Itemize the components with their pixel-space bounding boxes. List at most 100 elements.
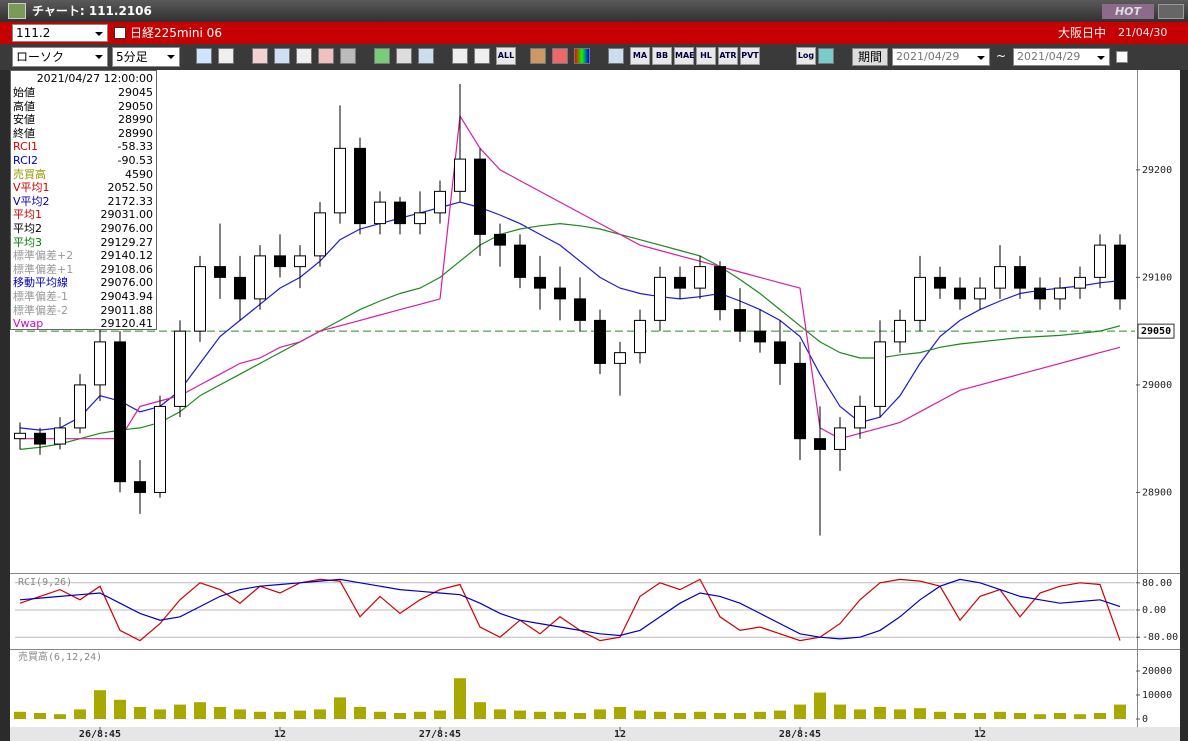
volume-bar: [534, 711, 546, 719]
indicator-button[interactable]: PVT: [740, 47, 760, 65]
volume-bar: [54, 714, 66, 719]
x-tick-label: 28/8:45: [779, 729, 821, 740]
candle-body: [974, 287, 986, 300]
chart-kind-combo[interactable]: ローソク: [12, 47, 108, 67]
tool-icon[interactable]: [252, 48, 268, 64]
info-row: 終値 28990: [13, 127, 153, 141]
info-value: 29120.41: [100, 317, 154, 331]
candle-body: [994, 266, 1006, 289]
info-value: -90.53: [117, 154, 153, 167]
candle-body: [394, 201, 406, 225]
tool-icon[interactable]: [818, 48, 834, 64]
indicator-button[interactable]: ATR: [718, 47, 738, 65]
tool-icon[interactable]: [552, 48, 568, 64]
volume-bar: [474, 702, 486, 719]
symbol-name: 日経225mini 06: [130, 26, 222, 40]
info-row: V平均1 2052.50: [13, 181, 153, 195]
volume-bar: [94, 690, 106, 719]
candle-body: [194, 266, 206, 332]
y-tick-label: 20000: [1142, 666, 1172, 677]
indicator-button[interactable]: MAE: [674, 47, 695, 65]
y-tick-label: 80.00: [1142, 578, 1172, 589]
volume-bar: [274, 711, 286, 719]
volume-bar: [934, 711, 946, 719]
indicator-button[interactable]: HL: [696, 47, 716, 65]
x-tick-label: 26/8:45: [79, 729, 121, 740]
candle-body: [894, 319, 906, 343]
volume-bar: [194, 702, 206, 719]
volume-bar: [914, 708, 926, 719]
tool-icon[interactable]: [218, 48, 234, 64]
info-value: 29031.00: [100, 208, 154, 222]
candle-body: [874, 341, 886, 407]
checkbox[interactable]: [1116, 51, 1128, 63]
tool-icon[interactable]: [396, 48, 412, 64]
tool-icon[interactable]: [340, 48, 356, 64]
candle-body: [474, 158, 486, 235]
indicator-button[interactable]: ALL: [496, 47, 516, 65]
tool-icon[interactable]: [318, 48, 334, 64]
tool-icon[interactable]: [474, 48, 490, 64]
volume-bar: [174, 704, 186, 719]
tool-icon[interactable]: [608, 48, 624, 64]
volume-bar: [454, 678, 466, 719]
info-row: 標準偏差+2 29140.12: [13, 249, 153, 263]
candle-body: [234, 276, 246, 300]
panel-title: RCI(9,26): [18, 577, 72, 588]
volume-bar: [794, 704, 806, 719]
candle-body: [1054, 287, 1066, 300]
indicator-button[interactable]: BB: [652, 47, 672, 65]
tool-icon[interactable]: [296, 48, 312, 64]
info-row: 移動平均線 29076.00: [13, 276, 153, 290]
tool-icon[interactable]: [418, 48, 434, 64]
info-value: 29011.88: [100, 303, 154, 317]
x-tick-label: 12: [274, 729, 286, 740]
info-label: 標準偏差-2: [13, 303, 68, 317]
volume-bar: [1054, 712, 1066, 719]
candle-body: [1014, 266, 1026, 289]
hot-button[interactable]: HOT: [1102, 4, 1154, 19]
candle-body: [414, 212, 426, 225]
volume-bar: [954, 712, 966, 719]
y-tick-label: 29000: [1142, 380, 1172, 391]
period-button[interactable]: 期間: [852, 48, 888, 66]
volume-bar: [414, 711, 426, 719]
tool-icon[interactable]: [452, 48, 468, 64]
volume-bar: [1034, 714, 1046, 719]
info-label: 移動平均線: [13, 276, 68, 290]
volume-bar: [214, 706, 226, 719]
candle-body: [694, 266, 706, 289]
window-controls[interactable]: [1158, 4, 1184, 19]
candle-body: [94, 341, 106, 386]
interval-combo[interactable]: 5分足: [112, 47, 180, 67]
candle-body: [294, 255, 306, 268]
candle-body: [54, 427, 66, 445]
tool-icon[interactable]: [530, 48, 546, 64]
tool-icon[interactable]: [374, 48, 390, 64]
info-value: 4590: [125, 167, 153, 181]
tool-icon[interactable]: [574, 48, 590, 64]
from-date[interactable]: 2021/04/29: [892, 48, 990, 66]
indicator-button[interactable]: MA: [630, 47, 650, 65]
tool-icon[interactable]: [274, 48, 290, 64]
info-label: 標準偏差-1: [13, 290, 68, 303]
indicator-button[interactable]: Log: [796, 47, 816, 65]
info-label: 標準偏差+1: [13, 262, 74, 276]
volume-bar: [854, 709, 866, 719]
info-value: 29050: [118, 99, 153, 113]
info-panel: 2021/04/27 12:00:00 始値 29045 高値 29050 安値 2899…: [10, 70, 157, 330]
zoom-icon[interactable]: [196, 48, 212, 64]
info-row: 標準偏差-1 29043.94: [13, 290, 153, 304]
candle-body: [634, 319, 646, 354]
volume-bar: [34, 712, 46, 719]
candle-body: [934, 276, 946, 289]
volume-bar: [814, 692, 826, 719]
to-date[interactable]: 2021/04/29: [1013, 48, 1110, 66]
info-label: 安値: [13, 113, 35, 127]
candle-body: [674, 276, 686, 289]
symbol-bar: 111.2 日経225mini 06 大阪日中 21/04/30: [0, 22, 1188, 44]
info-value: 29076.00: [100, 222, 154, 235]
info-label: 売買高: [13, 167, 46, 181]
candle-body: [114, 341, 126, 483]
code-combo[interactable]: 111.2: [12, 24, 108, 42]
